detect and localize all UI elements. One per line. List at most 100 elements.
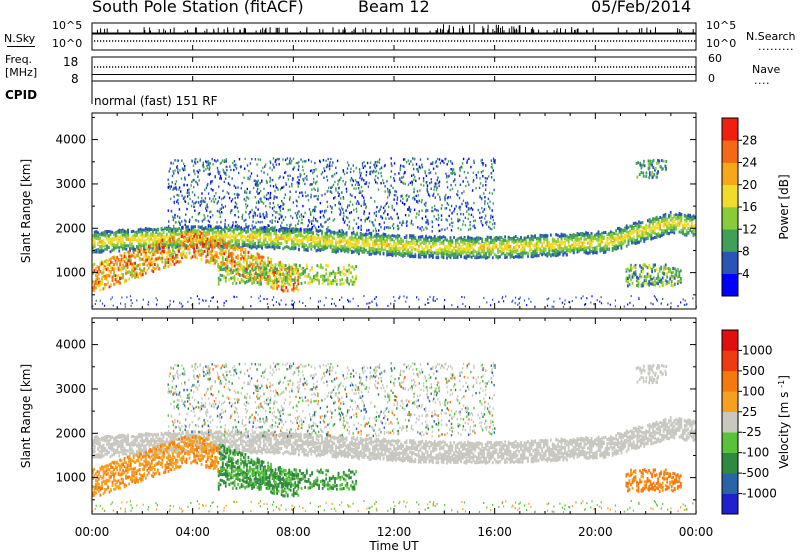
power-cell bbox=[125, 237, 128, 241]
power-cell bbox=[379, 208, 381, 211]
power-cell bbox=[456, 246, 459, 250]
power-cell bbox=[491, 238, 494, 242]
power-cell bbox=[273, 227, 276, 231]
power-cell bbox=[613, 238, 616, 242]
power-cell bbox=[495, 237, 498, 241]
power-cell bbox=[504, 239, 506, 242]
power-cell bbox=[643, 226, 646, 230]
power-cell bbox=[661, 229, 663, 232]
power-cell bbox=[534, 254, 536, 258]
power-cell bbox=[95, 230, 98, 234]
power-cell bbox=[284, 264, 287, 268]
power-cell bbox=[662, 224, 665, 228]
power-cell bbox=[537, 244, 540, 248]
power-cell bbox=[407, 251, 410, 255]
power-cell bbox=[125, 230, 128, 234]
power-cell bbox=[297, 288, 300, 292]
power-cell bbox=[395, 250, 397, 254]
power-cell bbox=[248, 242, 251, 246]
power-cell bbox=[99, 245, 101, 249]
power-cell bbox=[298, 264, 301, 268]
power-cell bbox=[342, 247, 344, 251]
power-cell bbox=[240, 237, 242, 241]
power-cell bbox=[375, 239, 378, 242]
power-cell bbox=[389, 235, 392, 239]
power-cell bbox=[400, 238, 403, 242]
power-cell bbox=[389, 253, 392, 256]
power-cell bbox=[588, 245, 591, 249]
power-cell bbox=[345, 239, 348, 243]
power-cell bbox=[195, 230, 198, 234]
power-cell bbox=[414, 252, 417, 256]
power-cell bbox=[625, 234, 628, 237]
power-cell bbox=[447, 254, 450, 258]
power-cell bbox=[151, 230, 154, 234]
power-cell bbox=[158, 238, 161, 242]
power-cell bbox=[252, 245, 255, 249]
power-cell bbox=[521, 243, 524, 247]
power-cell bbox=[527, 252, 529, 255]
power-cell bbox=[321, 266, 324, 270]
power-cell bbox=[303, 242, 306, 246]
power-cell bbox=[315, 237, 318, 241]
power-cell bbox=[631, 227, 633, 231]
power-cell bbox=[334, 279, 336, 283]
power-cell bbox=[428, 253, 431, 257]
power-cell bbox=[382, 240, 385, 244]
power-cell bbox=[273, 231, 276, 235]
power-cell bbox=[370, 248, 373, 252]
power-cell bbox=[157, 228, 159, 232]
power-cell bbox=[395, 235, 397, 239]
power-cell bbox=[463, 242, 466, 246]
power-cell bbox=[550, 243, 552, 246]
power-cell bbox=[433, 243, 436, 247]
power-cell bbox=[248, 235, 251, 239]
power-cell bbox=[346, 279, 349, 283]
power-cell bbox=[599, 249, 602, 253]
power-cell bbox=[606, 245, 609, 249]
power-cell bbox=[150, 232, 152, 236]
power-cell bbox=[322, 241, 325, 245]
power-cell bbox=[92, 244, 94, 248]
power-cell bbox=[132, 229, 135, 233]
power-cell bbox=[183, 233, 186, 237]
power-cell bbox=[337, 266, 340, 270]
power-cell bbox=[250, 254, 253, 258]
power-cell bbox=[144, 239, 147, 243]
power-cell bbox=[270, 264, 273, 267]
power-cell bbox=[178, 226, 181, 230]
power-cell bbox=[297, 222, 299, 225]
power-cell bbox=[687, 227, 690, 230]
power-cell bbox=[569, 244, 572, 248]
power-cell bbox=[227, 241, 230, 245]
power-cell bbox=[632, 230, 635, 234]
nsky-legend-line bbox=[7, 46, 35, 47]
power-cell bbox=[181, 225, 184, 229]
power-cell bbox=[432, 251, 434, 255]
power-cell bbox=[398, 253, 401, 257]
power-cell bbox=[319, 229, 322, 233]
power-cell bbox=[615, 229, 617, 233]
power-cell bbox=[416, 248, 418, 252]
power-cell bbox=[95, 237, 98, 240]
power-cell bbox=[225, 160, 227, 163]
power-cell bbox=[347, 250, 350, 254]
power-cell bbox=[534, 235, 536, 239]
power-cell bbox=[380, 243, 383, 247]
power-cell bbox=[272, 279, 275, 283]
power-cell bbox=[119, 281, 121, 285]
power-cell bbox=[171, 228, 174, 232]
power-cell bbox=[557, 240, 559, 244]
power-cell bbox=[407, 241, 410, 244]
power-cell bbox=[668, 214, 670, 218]
power-cell bbox=[215, 238, 218, 241]
power-cell bbox=[123, 244, 126, 248]
power-cell bbox=[296, 238, 299, 242]
power-cell bbox=[447, 241, 450, 245]
power-cell bbox=[224, 266, 227, 270]
power-cell bbox=[662, 213, 665, 217]
power-cell bbox=[144, 229, 147, 233]
power-cell bbox=[136, 234, 138, 238]
power-cell bbox=[247, 225, 249, 229]
power-cell bbox=[166, 232, 168, 236]
